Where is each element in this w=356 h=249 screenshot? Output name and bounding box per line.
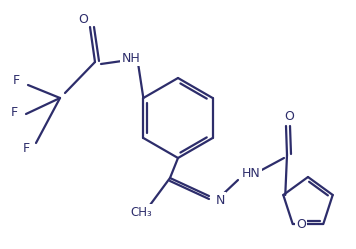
Text: HN: HN — [242, 167, 260, 180]
Text: F: F — [22, 141, 30, 154]
Text: O: O — [296, 218, 306, 231]
Text: F: F — [10, 106, 17, 119]
Text: O: O — [78, 12, 88, 25]
Text: NH: NH — [122, 52, 140, 64]
Text: N: N — [215, 193, 225, 206]
Text: O: O — [284, 110, 294, 123]
Text: F: F — [12, 73, 20, 86]
Text: CH₃: CH₃ — [130, 205, 152, 219]
